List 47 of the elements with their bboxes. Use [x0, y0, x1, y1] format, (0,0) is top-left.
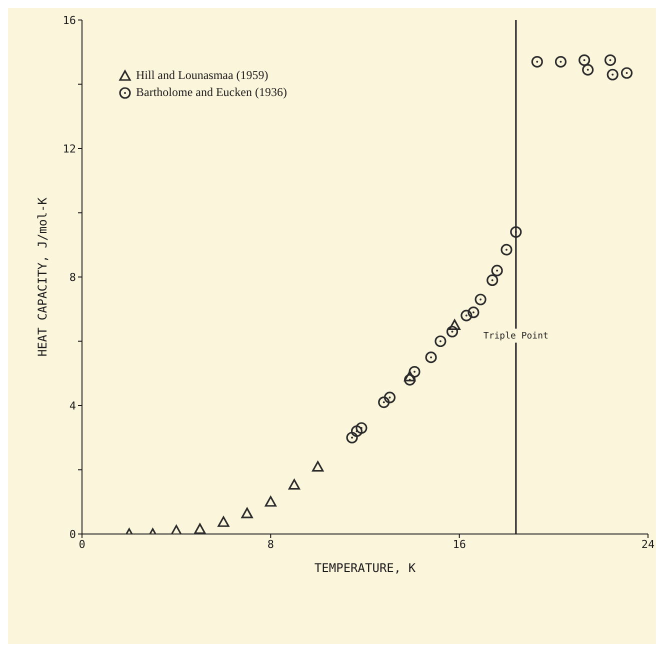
point	[404, 370, 416, 382]
point	[378, 396, 390, 408]
point	[446, 326, 458, 338]
point	[312, 461, 324, 472]
x-tick-label: 16	[452, 538, 466, 551]
point	[350, 425, 363, 437]
y-tick-label: 16	[62, 14, 76, 27]
point	[500, 244, 512, 256]
point	[425, 352, 437, 364]
point	[491, 264, 503, 276]
point	[288, 479, 300, 490]
point	[582, 64, 594, 76]
point	[346, 432, 358, 444]
x-axis-title: TEMPERATURE, K	[314, 561, 416, 575]
point	[170, 524, 182, 534]
point	[620, 67, 633, 79]
point	[468, 306, 480, 318]
point	[264, 496, 276, 507]
point	[384, 392, 396, 404]
point	[241, 508, 253, 518]
point	[460, 310, 472, 322]
legend-label: Hill and Lounasmaa (1959)	[136, 68, 268, 83]
y-axis-title: HEAT CAPACITY, J/mol-K	[35, 196, 50, 356]
point	[604, 54, 616, 66]
point	[578, 54, 590, 66]
point	[554, 56, 567, 68]
point	[434, 335, 446, 348]
point	[510, 226, 522, 238]
x-tick-label: 24	[641, 538, 655, 551]
legend-label: Bartholome and Eucken (1936)	[136, 85, 287, 100]
point	[474, 294, 486, 306]
point	[194, 523, 206, 534]
ref-line-label: Triple Point	[483, 332, 548, 342]
point	[218, 516, 230, 527]
y-tick-label: 4	[69, 399, 76, 412]
y-tick-label: 0	[69, 528, 76, 541]
y-tick-label: 8	[69, 270, 76, 284]
point	[404, 374, 416, 386]
point	[356, 422, 368, 434]
point	[486, 274, 498, 286]
point	[606, 68, 618, 80]
point	[531, 56, 543, 68]
x-tick-label: 0	[78, 538, 86, 551]
point	[408, 366, 420, 378]
point	[448, 319, 460, 330]
x-tick-label: 8	[267, 538, 274, 551]
y-tick-label: 12	[62, 142, 76, 156]
